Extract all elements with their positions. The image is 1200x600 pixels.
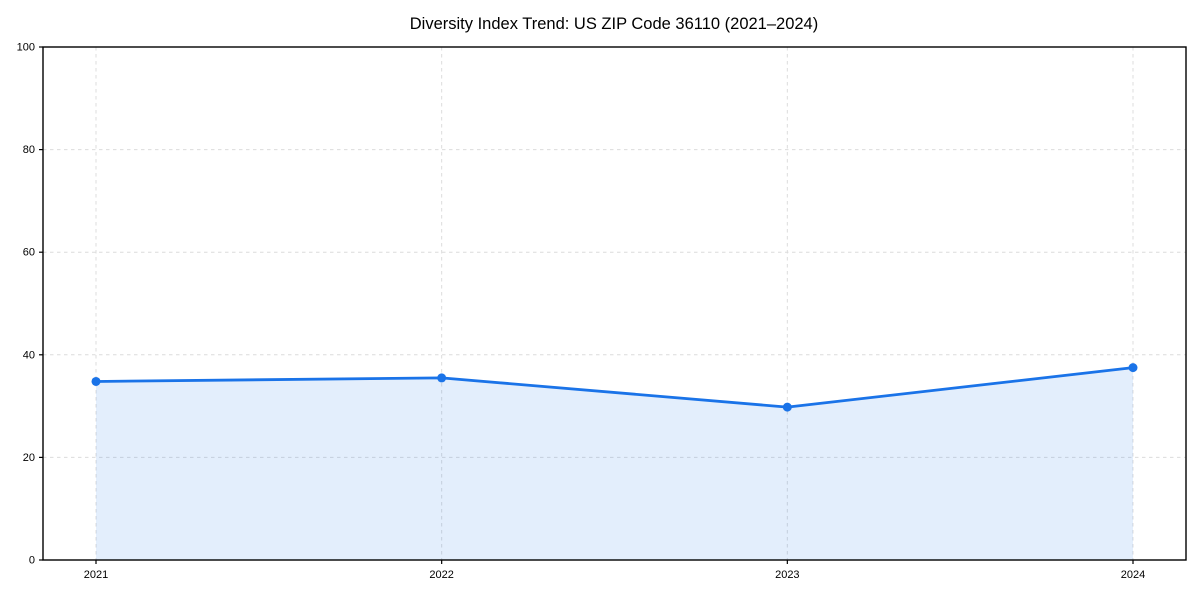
data-point-markers bbox=[91, 363, 1138, 412]
y-tick-label: 20 bbox=[23, 452, 35, 464]
data-point bbox=[91, 376, 101, 386]
x-tick-label: 2024 bbox=[1121, 569, 1145, 581]
data-point bbox=[1128, 363, 1138, 373]
gridlines bbox=[43, 46, 1186, 561]
y-tick-label: 60 bbox=[23, 247, 35, 259]
y-tick-label: 0 bbox=[29, 555, 35, 567]
data-point bbox=[437, 373, 447, 383]
data-point bbox=[782, 402, 792, 412]
x-tick-label: 2022 bbox=[429, 569, 453, 581]
trend-line bbox=[94, 366, 1135, 409]
y-tick-label: 100 bbox=[17, 42, 35, 54]
y-axis-ticks: 0 20 40 60 80 100 bbox=[17, 42, 43, 567]
chart-title: Diversity Index Trend: US ZIP Code 36110… bbox=[410, 15, 818, 33]
plot-frame bbox=[42, 46, 1187, 561]
x-axis-ticks: 2021 2022 2023 2024 bbox=[84, 560, 1145, 581]
y-tick-label: 40 bbox=[23, 349, 35, 361]
x-tick-label: 2021 bbox=[84, 569, 108, 581]
x-tick-label: 2023 bbox=[775, 569, 799, 581]
y-tick-label: 80 bbox=[23, 144, 35, 156]
area-fill bbox=[96, 367, 1133, 560]
